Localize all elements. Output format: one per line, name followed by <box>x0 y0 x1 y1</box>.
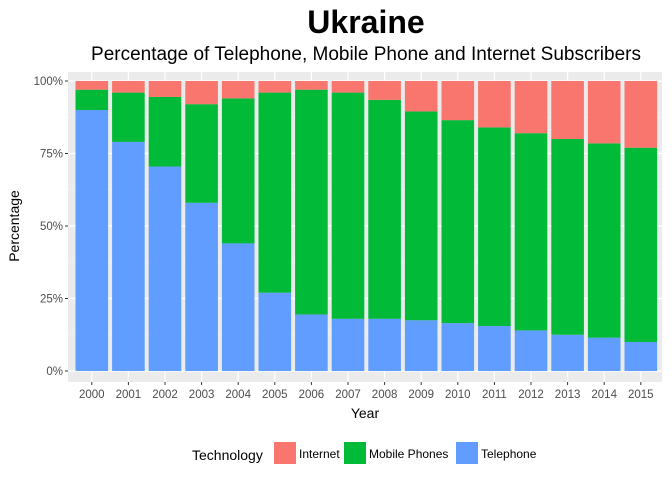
bar-mobile-phones-2001 <box>112 92 145 142</box>
x-tick-label: 2001 <box>116 389 142 401</box>
legend-key-mobile-phones <box>344 442 366 464</box>
chart-title: Ukraine <box>307 4 424 40</box>
bar-internet-2003 <box>185 81 218 105</box>
bar-mobile-phones-2014 <box>587 143 621 338</box>
bar-internet-2001 <box>112 81 145 93</box>
x-tick-label: 2012 <box>518 389 544 401</box>
y-axis-ticks: 0% 25% 50% 75% 100% <box>34 76 68 378</box>
bar-telephone-2001 <box>112 141 145 371</box>
x-tick-label: 2008 <box>372 389 398 401</box>
x-tick-label: 2015 <box>628 389 654 401</box>
x-tick-label: 2002 <box>152 389 178 401</box>
bars <box>75 81 658 371</box>
bar-telephone-2004 <box>221 243 255 371</box>
bar-internet-2013 <box>551 81 584 139</box>
y-axis-title: Percentage <box>6 190 22 262</box>
bar-mobile-phones-2003 <box>185 104 218 203</box>
legend-key-internet <box>274 442 296 464</box>
bar-telephone-2000 <box>75 110 109 371</box>
bar-mobile-phones-2008 <box>368 99 401 319</box>
bar-telephone-2012 <box>514 330 548 371</box>
bar-telephone-2013 <box>551 334 584 371</box>
y-tick-label: 25% <box>40 294 63 306</box>
x-axis-title: Year <box>351 405 380 421</box>
legend-label-mobile-phones: Mobile Phones <box>369 447 448 461</box>
bar-mobile-phones-2010 <box>441 120 475 324</box>
bar-mobile-phones-2006 <box>295 89 328 315</box>
bar-internet-2004 <box>221 81 255 99</box>
x-tick-label: 2003 <box>189 389 215 401</box>
x-tick-label: 2013 <box>555 389 581 401</box>
bar-internet-2005 <box>258 81 292 93</box>
bar-internet-2006 <box>295 81 328 90</box>
bar-internet-2010 <box>441 81 475 121</box>
bar-mobile-phones-2012 <box>514 133 548 331</box>
y-tick-label: 50% <box>40 221 63 233</box>
bar-telephone-2011 <box>478 326 511 371</box>
bar-internet-2011 <box>478 81 511 128</box>
legend-label-internet: Internet <box>299 447 340 461</box>
bar-internet-2009 <box>404 81 438 112</box>
bar-internet-2007 <box>331 81 365 93</box>
y-tick-label: 100% <box>34 76 63 88</box>
bar-mobile-phones-2002 <box>148 96 182 167</box>
bar-internet-2002 <box>148 81 182 97</box>
bar-telephone-2010 <box>441 323 475 371</box>
x-tick-label: 2007 <box>335 389 361 401</box>
x-tick-label: 2006 <box>299 389 325 401</box>
bar-telephone-2003 <box>185 202 218 371</box>
x-axis-ticks: 2000 2001 2002 2003 2004 2005 2006 2007 2008 2009… <box>79 382 654 401</box>
bar-telephone-2015 <box>624 342 658 371</box>
bar-mobile-phones-2000 <box>75 89 109 110</box>
bar-telephone-2005 <box>258 292 292 371</box>
bar-mobile-phones-2004 <box>221 98 255 244</box>
y-tick-label: 0% <box>46 366 63 378</box>
bar-telephone-2007 <box>331 318 365 371</box>
bar-mobile-phones-2009 <box>404 111 438 321</box>
legend: Technology Internet Mobile Phones Telephon… <box>192 442 537 464</box>
x-tick-label: 2004 <box>225 389 251 401</box>
bar-internet-2014 <box>587 81 621 144</box>
bar-telephone-2008 <box>368 318 401 371</box>
bar-telephone-2006 <box>295 314 328 371</box>
bar-mobile-phones-2011 <box>478 127 511 327</box>
legend-title: Technology <box>192 447 263 463</box>
legend-label-telephone: Telephone <box>481 447 537 461</box>
x-tick-label: 2005 <box>262 389 288 401</box>
bar-mobile-phones-2005 <box>258 92 292 293</box>
bar-mobile-phones-2015 <box>624 147 658 342</box>
bar-internet-2008 <box>368 81 401 100</box>
bar-telephone-2002 <box>148 166 182 371</box>
bar-telephone-2014 <box>587 337 621 371</box>
bar-mobile-phones-2013 <box>551 139 584 335</box>
x-tick-label: 2010 <box>445 389 471 401</box>
chart-subtitle: Percentage of Telephone, Mobile Phone an… <box>91 44 641 65</box>
x-tick-label: 2009 <box>408 389 434 401</box>
x-tick-label: 2000 <box>79 389 105 401</box>
bar-mobile-phones-2007 <box>331 92 365 319</box>
x-tick-label: 2011 <box>482 389 507 401</box>
bar-internet-2000 <box>75 81 109 90</box>
x-tick-label: 2014 <box>591 389 617 401</box>
bar-internet-2012 <box>514 81 548 134</box>
bar-telephone-2009 <box>404 320 438 371</box>
bar-internet-2015 <box>624 81 658 148</box>
y-tick-label: 75% <box>40 149 63 161</box>
legend-key-telephone <box>456 442 478 464</box>
